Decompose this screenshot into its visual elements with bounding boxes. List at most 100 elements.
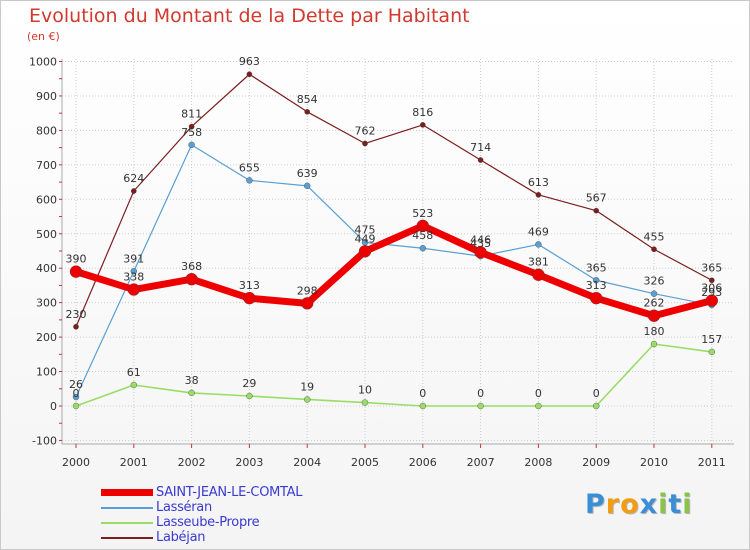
data-label: 455 [644, 230, 665, 243]
data-point [358, 245, 372, 258]
legend-label: Lasséran [156, 500, 212, 515]
data-point [419, 245, 426, 252]
data-point [477, 157, 484, 163]
logo-letter: o [620, 489, 640, 520]
data-point [474, 246, 487, 259]
data-label: 262 [644, 297, 665, 310]
x-tick-label: 2010 [640, 456, 668, 469]
data-point [72, 402, 80, 410]
data-point [304, 396, 311, 403]
data-point [246, 71, 253, 78]
legend-swatch [101, 537, 153, 539]
data-label: 435 [470, 237, 491, 250]
data-point [188, 123, 195, 130]
data-point [532, 268, 545, 281]
y-tick-label: 500 [36, 228, 57, 241]
data-point [419, 122, 426, 128]
data-label: 963 [239, 55, 260, 68]
legend-label: SAINT-JEAN-LE-COMTAL [156, 485, 303, 500]
data-label: 180 [644, 325, 665, 338]
series-line [75, 144, 713, 398]
data-point [705, 294, 718, 307]
logo-letter: r [605, 489, 621, 520]
data-label: 0 [535, 387, 542, 400]
y-tick-label: 0 [50, 400, 57, 413]
data-label: 365 [586, 261, 607, 274]
data-point [361, 399, 369, 406]
x-tick-label: 2005 [351, 456, 379, 469]
data-label: 758 [181, 126, 202, 139]
data-label: 469 [528, 225, 549, 238]
data-point [535, 241, 542, 248]
data-point [301, 297, 314, 310]
chart-subtitle: (en €) [27, 30, 60, 43]
y-tick-label: 1000 [29, 56, 57, 69]
data-point [593, 277, 600, 284]
legend-item: SAINT-JEAN-LE-COMTAL [101, 485, 401, 500]
data-label: 0 [73, 387, 80, 400]
data-label: 475 [355, 223, 376, 236]
logo-letter: t [668, 489, 683, 520]
data-label: 0 [593, 387, 600, 400]
series-line [75, 73, 713, 328]
data-label: 26 [69, 378, 83, 391]
data-point [246, 177, 253, 184]
data-label: 714 [470, 141, 491, 154]
legend-swatch [101, 507, 153, 509]
legend-item: Lasséran [101, 500, 401, 515]
data-point [535, 402, 542, 410]
data-label: 365 [701, 261, 722, 274]
y-tick-label: 100 [36, 366, 57, 379]
x-tick-label: 2002 [178, 456, 206, 469]
data-point [127, 283, 141, 296]
legend-swatch [101, 489, 153, 496]
data-point [362, 140, 368, 147]
legend-item: Labéjan [101, 530, 401, 545]
data-label: 655 [239, 161, 260, 174]
data-point [590, 291, 603, 305]
y-tick-label: 800 [36, 124, 57, 137]
data-label: 854 [297, 93, 318, 106]
data-point [304, 182, 311, 190]
y-tick-label: 600 [36, 193, 57, 206]
data-label: 368 [181, 260, 202, 273]
legend: SAINT-JEAN-LE-COMTAL Lasséran Lasseube-P… [101, 485, 401, 545]
logo-letter: i [658, 489, 669, 520]
logo-letter: i [682, 489, 693, 520]
data-point [651, 246, 657, 253]
data-label: 446 [470, 233, 491, 246]
legend-label: Lasseube-Propre [156, 515, 260, 530]
legend-swatch [101, 522, 153, 524]
data-point [243, 291, 256, 305]
data-label: 762 [355, 124, 376, 137]
data-point [593, 402, 600, 410]
data-label: 10 [358, 384, 372, 397]
x-tick-label: 2006 [409, 456, 437, 469]
data-point [593, 207, 600, 214]
data-point [416, 219, 429, 233]
data-point [650, 290, 658, 297]
data-point [185, 273, 198, 286]
data-label: 338 [123, 271, 144, 284]
data-point [709, 277, 715, 284]
data-label: 230 [66, 308, 87, 321]
x-tick-label: 2011 [698, 456, 726, 469]
y-tick-label: 400 [36, 262, 57, 275]
data-label: 0 [477, 387, 484, 400]
data-point [304, 108, 311, 115]
data-label: 381 [528, 256, 549, 269]
data-point [246, 392, 253, 400]
x-tick-label: 2003 [235, 456, 263, 469]
data-label: 624 [123, 172, 144, 185]
x-tick-label: 2009 [582, 456, 610, 469]
data-point [69, 265, 83, 278]
data-label: 523 [412, 207, 433, 220]
x-tick-label: 2008 [524, 456, 552, 469]
legend-label: Labéjan [156, 530, 206, 545]
data-point [535, 192, 542, 198]
data-label: 29 [242, 377, 256, 390]
logo-letter: x [639, 489, 659, 520]
data-label: 306 [701, 282, 722, 295]
